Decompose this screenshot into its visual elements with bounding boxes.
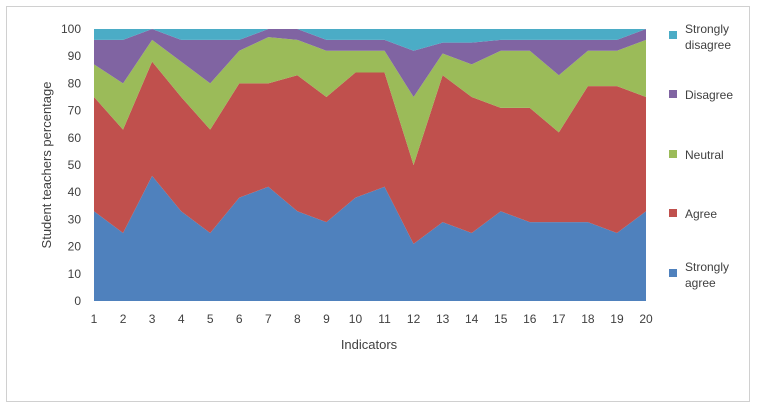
x-tick-label: 16 (523, 312, 537, 326)
y-tick-label: 70 (68, 104, 82, 118)
x-axis-ticks: 1 2 3 4 5 6 7 8 9 10 11 12 13 14 15 16 17 18 19 20 (91, 312, 653, 326)
y-tick-label: 0 (74, 294, 81, 308)
area-disagree (94, 29, 646, 97)
legend-label: Disagree (685, 88, 733, 102)
x-tick-label: 3 (149, 312, 156, 326)
x-tick-label: 9 (323, 312, 330, 326)
y-tick-label: 40 (68, 185, 82, 199)
x-tick-label: 19 (610, 312, 624, 326)
x-tick-label: 20 (639, 312, 653, 326)
x-tick-label: 1 (91, 312, 98, 326)
area-strongly-agree (94, 175, 646, 301)
x-tick-label: 18 (581, 312, 595, 326)
y-tick-label: 50 (68, 158, 82, 172)
legend-label: Agree (685, 207, 717, 221)
x-axis-title: Indicators (341, 337, 398, 352)
x-tick-label: 2 (120, 312, 127, 326)
x-tick-label: 15 (494, 312, 508, 326)
area-strongly-disagree (94, 29, 646, 51)
legend-swatch (669, 90, 677, 98)
y-axis-ticks: 0 10 20 30 40 50 60 70 80 90 100 (61, 22, 81, 308)
y-tick-label: 90 (68, 49, 82, 63)
legend: Strongly disagree Disagree Neutral Agree Stro… (669, 22, 733, 290)
x-tick-label: 11 (378, 312, 391, 326)
x-tick-label: 14 (465, 312, 479, 326)
x-tick-label: 17 (552, 312, 566, 326)
legend-swatch (669, 31, 677, 39)
legend-label: Neutral (685, 148, 724, 162)
legend-swatch (669, 209, 677, 217)
y-tick-label: 80 (68, 76, 82, 90)
legend-label: Strongly (685, 22, 729, 36)
x-tick-label: 13 (436, 312, 450, 326)
legend-swatch (669, 269, 677, 277)
x-tick-label: 6 (236, 312, 243, 326)
y-axis-title: Student teachers percentage (39, 82, 54, 249)
x-tick-label: 12 (407, 312, 421, 326)
y-tick-label: 20 (68, 240, 82, 254)
legend-label-line2: agree (685, 276, 716, 290)
y-tick-label: 10 (68, 267, 82, 281)
area-neutral (94, 37, 646, 165)
legend-label: Strongly (685, 260, 729, 274)
legend-swatch (669, 150, 677, 158)
y-tick-label: 60 (68, 131, 82, 145)
x-tick-label: 8 (294, 312, 301, 326)
area-agree (94, 61, 646, 244)
y-tick-label: 30 (68, 212, 82, 226)
x-tick-label: 4 (178, 312, 185, 326)
legend-label-line2: disagree (685, 38, 731, 52)
x-tick-label: 7 (265, 312, 272, 326)
x-tick-label: 5 (207, 312, 214, 326)
x-tick-label: 10 (349, 312, 363, 326)
y-tick-label: 100 (61, 22, 81, 36)
plot-areas (94, 29, 646, 301)
